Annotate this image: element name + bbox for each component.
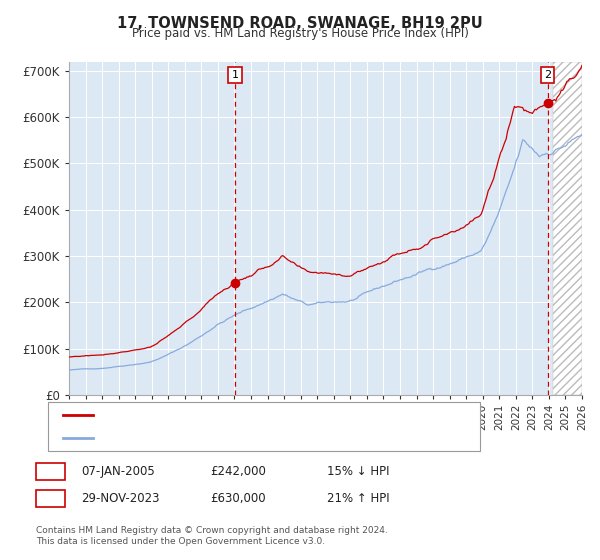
Text: Price paid vs. HM Land Registry's House Price Index (HPI): Price paid vs. HM Land Registry's House … bbox=[131, 27, 469, 40]
Text: 17, TOWNSEND ROAD, SWANAGE, BH19 2PU (detached house): 17, TOWNSEND ROAD, SWANAGE, BH19 2PU (de… bbox=[99, 410, 443, 421]
Text: HPI: Average price, detached house, Dorset: HPI: Average price, detached house, Dors… bbox=[99, 433, 338, 444]
Text: 07-JAN-2005: 07-JAN-2005 bbox=[81, 465, 155, 478]
Text: £630,000: £630,000 bbox=[210, 492, 266, 505]
Text: Contains HM Land Registry data © Crown copyright and database right 2024.
This d: Contains HM Land Registry data © Crown c… bbox=[36, 526, 388, 546]
Bar bbox=[553, 62, 582, 395]
Text: 2: 2 bbox=[46, 492, 55, 505]
Text: 1: 1 bbox=[232, 70, 239, 80]
Text: 1: 1 bbox=[46, 465, 55, 478]
Text: 17, TOWNSEND ROAD, SWANAGE, BH19 2PU: 17, TOWNSEND ROAD, SWANAGE, BH19 2PU bbox=[117, 16, 483, 31]
Text: £242,000: £242,000 bbox=[210, 465, 266, 478]
Text: 15% ↓ HPI: 15% ↓ HPI bbox=[327, 465, 389, 478]
Text: 2: 2 bbox=[544, 70, 551, 80]
Text: 29-NOV-2023: 29-NOV-2023 bbox=[81, 492, 160, 505]
Text: 21% ↑ HPI: 21% ↑ HPI bbox=[327, 492, 389, 505]
